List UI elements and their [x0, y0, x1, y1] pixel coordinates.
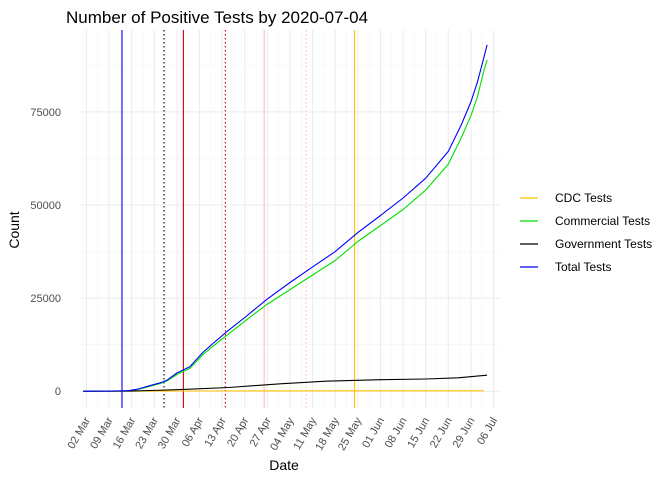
reference-lines	[121, 30, 356, 408]
x-tick-label: 06 Jul	[475, 416, 500, 447]
legend-label: Commercial Tests	[555, 214, 650, 228]
series-lines	[83, 44, 488, 392]
chart-title: Number of Positive Tests by 2020-07-04	[66, 8, 368, 27]
series-line	[83, 44, 488, 392]
legend-label: CDC Tests	[555, 191, 612, 205]
y-tick-label: 0	[55, 386, 61, 398]
y-axis-title: Count	[6, 211, 22, 248]
y-tick-label: 75000	[30, 107, 61, 119]
series-line	[83, 374, 488, 392]
y-tick-label: 25000	[30, 293, 61, 305]
legend-label: Government Tests	[555, 237, 652, 251]
legend: CDC Tests Commercial Tests Government Test…	[520, 191, 652, 274]
y-axis-ticks: 0 25000 50000 75000	[30, 107, 61, 398]
y-tick-label: 50000	[30, 200, 61, 212]
grid	[80, 30, 500, 408]
legend-label: Total Tests	[555, 260, 611, 274]
x-tick-label: 30 Mar	[156, 415, 184, 451]
x-axis-title: Date	[269, 457, 299, 473]
series-line	[83, 59, 488, 392]
x-tick-label: 29 Jun	[451, 416, 478, 451]
